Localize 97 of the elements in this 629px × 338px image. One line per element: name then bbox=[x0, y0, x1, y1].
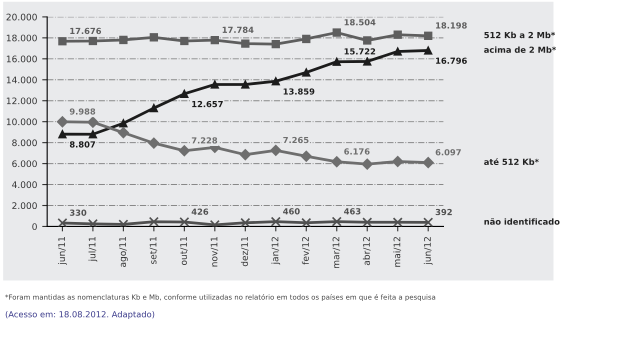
x-tick-label: out/11 bbox=[180, 237, 188, 265]
text: (Acesso em: 18.08.2012. Adaptado) bbox=[6, 310, 154, 320]
x-tick-label: nov/11 bbox=[210, 237, 218, 266]
point bbox=[363, 36, 372, 45]
y-tick-label: 10.000 bbox=[6, 118, 37, 126]
point bbox=[178, 145, 190, 156]
point bbox=[58, 37, 67, 46]
point bbox=[87, 116, 99, 128]
x-tick-label: mai/12 bbox=[393, 237, 402, 267]
point bbox=[394, 47, 402, 56]
y-tick-label: 4.000 bbox=[12, 181, 37, 188]
data-label: 12.657 bbox=[192, 100, 223, 108]
y-tick-label: 0 bbox=[32, 223, 37, 230]
point bbox=[180, 90, 189, 98]
point bbox=[148, 138, 160, 149]
point bbox=[210, 80, 219, 89]
point bbox=[210, 36, 219, 44]
point bbox=[88, 218, 98, 226]
x-tick-label: abr/12 bbox=[362, 237, 371, 266]
x-tick-label: ago/11 bbox=[119, 237, 128, 267]
point bbox=[332, 28, 341, 37]
point bbox=[241, 39, 250, 48]
point bbox=[56, 116, 68, 128]
data-label: 13.859 bbox=[284, 88, 314, 95]
data-label: 392 bbox=[436, 208, 452, 216]
point bbox=[302, 68, 310, 77]
data-label: 460 bbox=[283, 208, 300, 214]
text: acima de 2 Mb* bbox=[484, 46, 556, 53]
point bbox=[332, 58, 341, 66]
x-tick-label: jul/11 bbox=[88, 237, 98, 262]
point bbox=[300, 150, 312, 162]
x-tick-label: set/11 bbox=[150, 237, 158, 264]
data-label: 18.198 bbox=[436, 22, 467, 29]
text: até 512 Kb* bbox=[484, 158, 539, 165]
data-label: 15.722 bbox=[344, 48, 376, 55]
data-label: 6.097 bbox=[436, 149, 461, 156]
data-label: 16.796 bbox=[436, 58, 467, 64]
x-tick-label: jan/12 bbox=[271, 237, 280, 265]
text: 512 Kb a 2 Mb* bbox=[484, 32, 556, 38]
x-tick-label: fev/12 bbox=[302, 237, 310, 265]
point bbox=[424, 46, 432, 55]
y-tick-label: 8.000 bbox=[12, 139, 37, 146]
point bbox=[88, 36, 98, 46]
text: não identificado bbox=[484, 218, 560, 225]
x-tick-label: mar/12 bbox=[332, 237, 340, 268]
point bbox=[362, 158, 373, 170]
y-tick-label: 16.000 bbox=[6, 56, 37, 62]
data-label: 426 bbox=[192, 208, 208, 215]
point bbox=[270, 216, 281, 226]
data-label: 330 bbox=[70, 210, 86, 216]
data-label: 8.807 bbox=[70, 141, 96, 148]
point bbox=[270, 144, 282, 156]
point bbox=[150, 104, 158, 112]
x-tick-label: jun/11 bbox=[58, 237, 67, 265]
point bbox=[88, 130, 98, 138]
point bbox=[150, 33, 158, 42]
point bbox=[423, 217, 434, 226]
data-label: 18.504 bbox=[344, 19, 376, 26]
point bbox=[394, 30, 402, 39]
point bbox=[331, 156, 342, 168]
point bbox=[240, 149, 251, 160]
data-label: 9.988 bbox=[70, 108, 96, 115]
y-tick-label: 20.000 bbox=[6, 14, 37, 20]
point bbox=[301, 218, 312, 226]
data-label: 7.228 bbox=[192, 137, 218, 144]
y-tick-label: 14.000 bbox=[6, 76, 37, 84]
point bbox=[332, 216, 342, 226]
point bbox=[272, 77, 280, 86]
point bbox=[302, 34, 310, 44]
point bbox=[118, 127, 129, 138]
point bbox=[272, 40, 280, 48]
point bbox=[392, 217, 403, 226]
point bbox=[363, 57, 372, 66]
data-label: 463 bbox=[344, 208, 360, 214]
point bbox=[179, 216, 190, 226]
point bbox=[392, 156, 404, 168]
point bbox=[180, 36, 189, 46]
point bbox=[58, 130, 67, 138]
y-tick-label: 6.000 bbox=[12, 160, 37, 168]
point bbox=[240, 218, 250, 226]
y-tick-label: 2.000 bbox=[12, 202, 37, 210]
point bbox=[362, 217, 372, 226]
x-tick-label: dez/11 bbox=[240, 237, 249, 266]
point bbox=[241, 80, 250, 89]
x-tick-label: jun/12 bbox=[424, 237, 433, 265]
point bbox=[119, 36, 128, 44]
y-tick-label: 12.000 bbox=[6, 97, 37, 104]
data-label: 17.784 bbox=[222, 26, 254, 33]
point bbox=[148, 216, 159, 226]
y-tick-label: 18.000 bbox=[6, 34, 37, 42]
data-label: 17.676 bbox=[70, 28, 102, 34]
data-label: 6.176 bbox=[344, 148, 370, 155]
point bbox=[422, 156, 434, 168]
point bbox=[57, 218, 68, 226]
point bbox=[119, 119, 128, 128]
point bbox=[424, 32, 432, 40]
data-label: 7.265 bbox=[283, 136, 309, 144]
